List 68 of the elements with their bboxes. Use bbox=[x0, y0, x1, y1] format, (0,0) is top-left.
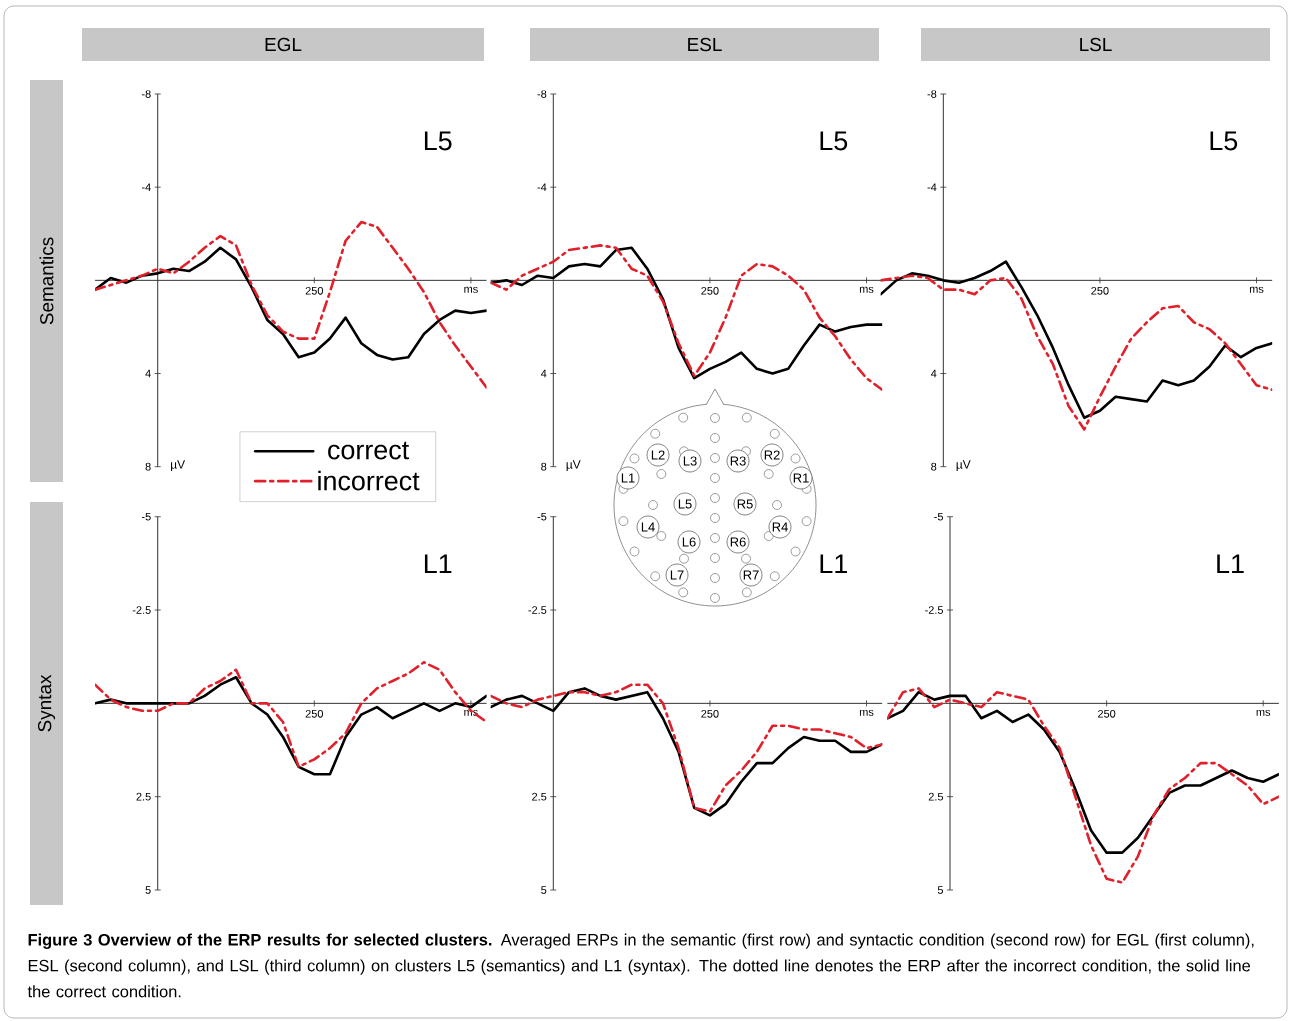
chart-subtitle: ESL bbox=[688, 37, 722, 52]
y-tick-label: 5 bbox=[937, 886, 944, 894]
annotation: R4 bbox=[772, 522, 788, 532]
y-tick-label: 2.5 bbox=[136, 792, 151, 801]
x-tick-label: 250 bbox=[1098, 709, 1116, 718]
text: L5 bbox=[424, 131, 452, 151]
legend-label: correct bbox=[328, 441, 409, 460]
text: L1 bbox=[820, 554, 847, 573]
y-tick-label: -8 bbox=[927, 90, 937, 98]
y-tick-label: 8 bbox=[145, 462, 151, 471]
x-tick-label: 250 bbox=[1091, 286, 1109, 295]
y-tick-label: -4 bbox=[537, 183, 547, 191]
annotation: L2 bbox=[651, 450, 665, 460]
y-tick-label: 5 bbox=[541, 886, 547, 894]
x-tick-label: ms bbox=[1256, 709, 1271, 716]
y-tick-label: -2.5 bbox=[925, 606, 944, 614]
y-tick-label: 2.5 bbox=[532, 792, 547, 801]
line-series bbox=[95, 660, 487, 769]
legend-label: incorrect bbox=[318, 470, 420, 491]
annotation: R7 bbox=[743, 570, 759, 580]
annotation: L4 bbox=[641, 522, 655, 532]
annotation: R6 bbox=[730, 537, 746, 547]
y-tick-label: 4 bbox=[540, 369, 547, 378]
y-tick-label: -2.5 bbox=[132, 606, 151, 614]
y-tick-label: 4 bbox=[930, 369, 937, 378]
x-tick-label: ms bbox=[859, 286, 874, 293]
text: L1 bbox=[621, 473, 635, 483]
y-tick-label: 8 bbox=[931, 462, 937, 471]
x-tick-label: 250 bbox=[701, 709, 719, 718]
text: L5 bbox=[820, 131, 848, 151]
annotation: L3 bbox=[683, 456, 697, 466]
y-tick-label: -5 bbox=[141, 512, 151, 521]
y-tick-label: -8 bbox=[537, 90, 547, 98]
text: L5 bbox=[678, 499, 692, 509]
text: L1 bbox=[424, 554, 452, 573]
y-tick-label: 5 bbox=[145, 886, 151, 894]
x-tick-label: ms bbox=[1249, 286, 1264, 293]
y-tick-label: 2.5 bbox=[928, 792, 944, 801]
chart-subtitle: EGL bbox=[265, 37, 302, 52]
x-tick-label: 250 bbox=[305, 709, 323, 718]
text: L1 bbox=[1217, 554, 1244, 573]
y-axis-title: µV bbox=[566, 460, 581, 472]
x-tick-label: 250 bbox=[701, 286, 719, 295]
text: Syntax bbox=[37, 674, 56, 732]
y-tick-label: -4 bbox=[927, 183, 937, 191]
annotation: R2 bbox=[764, 450, 780, 460]
line-series bbox=[95, 246, 487, 361]
text: L5 bbox=[1210, 131, 1238, 151]
y-tick-label: -8 bbox=[141, 90, 151, 98]
text: R5 bbox=[737, 499, 753, 509]
y-tick-label: 4 bbox=[145, 369, 151, 378]
annotation: L7 bbox=[670, 570, 684, 580]
x-tick-label: ms bbox=[464, 286, 478, 293]
y-tick-label: -2.5 bbox=[528, 606, 547, 614]
x-tick-label: ms bbox=[859, 709, 874, 716]
x-tick-label: 250 bbox=[305, 286, 323, 295]
annotation: R3 bbox=[730, 456, 746, 466]
y-tick-label: 8 bbox=[541, 462, 547, 471]
chart-subtitle: LSL bbox=[1080, 37, 1112, 52]
y-tick-label: -4 bbox=[141, 183, 151, 191]
y-tick-label: -5 bbox=[537, 512, 547, 521]
text: Figure 3 Overview of the ERP results for selected clusters. Averaged ERPs in the semantic (first row) and syntactic condition (second row) for EGL (first column), ESL (second column), and LSL (third column) on clusters L5 (semantics) and L1 (syntax). The dotted line denotes the ERP after the incorrect condition, the solid line the correct condition. bbox=[27, 933, 1254, 998]
text: Semantics bbox=[39, 237, 54, 325]
annotation: L6 bbox=[682, 537, 696, 547]
y-axis-title: µV bbox=[171, 460, 186, 472]
y-tick-label: -5 bbox=[934, 512, 944, 521]
text: R1 bbox=[793, 473, 809, 483]
y-axis-title: µV bbox=[956, 460, 971, 472]
